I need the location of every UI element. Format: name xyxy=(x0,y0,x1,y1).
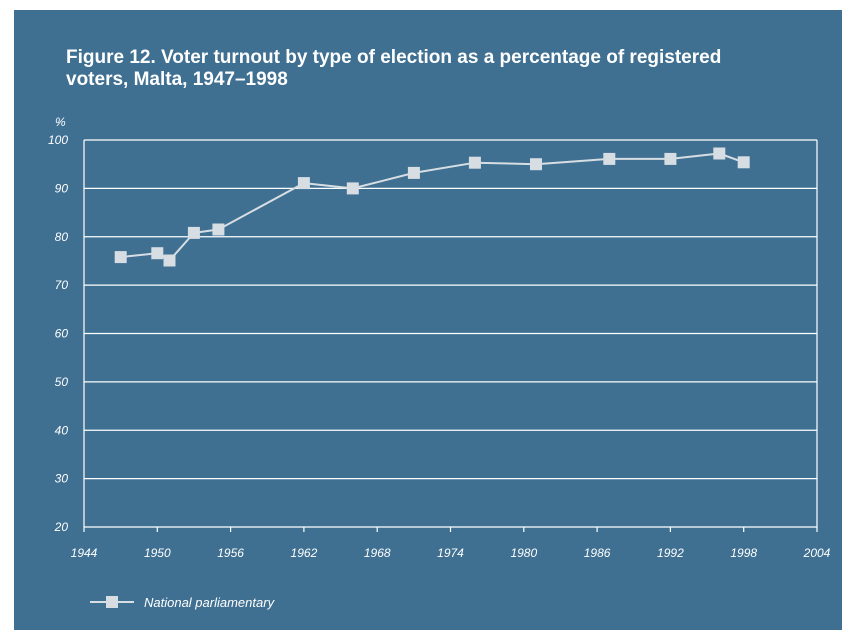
y-tick-label: 40 xyxy=(55,423,69,437)
y-tick-label: 60 xyxy=(55,327,69,341)
data-point-1966 xyxy=(346,182,359,195)
y-tick-label: 30 xyxy=(55,472,69,486)
data-point-1971 xyxy=(407,166,420,179)
series-layer xyxy=(114,147,750,267)
legend: National parliamentary xyxy=(88,592,274,612)
y-tick-label: 20 xyxy=(54,520,69,534)
data-point-1992 xyxy=(664,152,677,165)
x-tick-label: 1974 xyxy=(437,546,464,560)
data-point-1955 xyxy=(212,223,225,236)
plot-frame xyxy=(83,140,818,532)
y-tick-label: 50 xyxy=(55,375,69,389)
x-tick-label: 1950 xyxy=(144,546,171,560)
data-point-1950 xyxy=(151,247,164,260)
data-point-1981 xyxy=(530,158,542,171)
x-tick-label: 1986 xyxy=(584,546,611,560)
y-tick-label: 100 xyxy=(48,133,68,147)
data-point-1962 xyxy=(297,177,310,190)
data-point-1987 xyxy=(603,152,616,165)
x-tick-label: 2004 xyxy=(803,546,831,560)
legend-label-national-parliamentary: National parliamentary xyxy=(144,594,275,610)
x-tick-labels: 1944 1950 1956 1962 1968 1974 1980 1986 1992 1998… xyxy=(71,546,831,560)
x-tick-label: 1968 xyxy=(364,546,391,560)
y-tick-labels: 20 30 40 50 60 70 80 90 100 xyxy=(48,133,68,534)
data-point-1996 xyxy=(713,147,726,160)
y-tick-label: 90 xyxy=(55,181,69,195)
data-point-1947 xyxy=(114,251,127,264)
gridlines xyxy=(84,139,817,480)
y-tick-label: 80 xyxy=(55,230,69,244)
x-tick-label: 1998 xyxy=(730,546,757,560)
x-tick-label: 1992 xyxy=(657,546,684,560)
x-tick-label: 1956 xyxy=(217,546,244,560)
legend-swatch-icon xyxy=(90,596,134,608)
x-tick-label: 1962 xyxy=(291,546,318,560)
data-point-1976 xyxy=(468,156,481,169)
data-point-1951 xyxy=(163,254,176,267)
series-line-national-parliamentary xyxy=(120,152,745,262)
data-point-1953 xyxy=(187,226,200,239)
y-axis-unit-label: % xyxy=(55,115,66,129)
data-point-1998 xyxy=(737,156,750,169)
y-tick-label: 70 xyxy=(55,278,69,292)
chart-title: Figure 12. Voter turnout by type of elec… xyxy=(66,47,722,90)
x-tick-label: 1980 xyxy=(510,546,537,560)
x-tick-label: 1944 xyxy=(71,546,98,560)
